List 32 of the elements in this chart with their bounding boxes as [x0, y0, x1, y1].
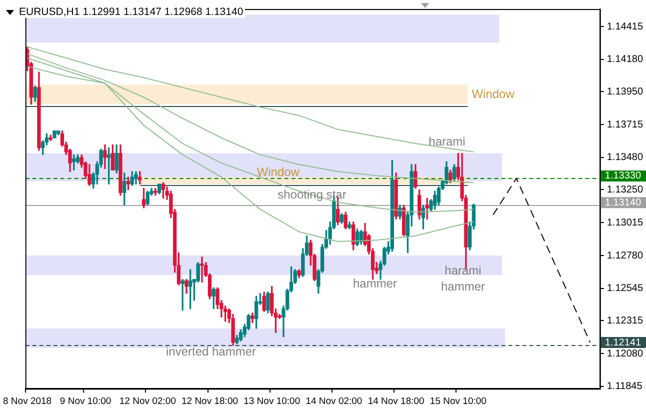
x-tick-label: 12 Nov 18:00: [181, 396, 238, 407]
candlestick: [200, 256, 204, 282]
x-tick-label: 15 Nov 10:00: [430, 396, 486, 407]
y-tick-label: 1.12315: [606, 315, 644, 326]
y-tick-label: 1.14415: [606, 21, 644, 32]
annotation: harami: [428, 134, 466, 148]
y-tick-label: 1.12545: [606, 283, 644, 294]
y-tick-label: 1.12780: [606, 250, 644, 262]
y-tick-label: 1.13715: [606, 119, 644, 130]
y-tick-label: 1.14180: [606, 54, 644, 66]
x-tick-label: 9 Nov 10:00: [60, 396, 112, 407]
y-tick-label: 1.13015: [606, 217, 644, 228]
y-tick-label: 1.12080: [606, 348, 644, 360]
x-tick-label: 13 Nov 10:00: [244, 396, 300, 407]
annotation: hammer: [352, 276, 398, 290]
ref-line-label: 1.12141: [604, 337, 642, 348]
x-tick-label: 14 Nov 02:00: [306, 396, 362, 407]
candlestick: [180, 279, 184, 310]
chart-title: EURUSD,H1 1.12991 1.13147 1.12968 1.13140: [17, 6, 246, 18]
ref-line-label: 1.13330: [604, 170, 642, 182]
band-label: Window: [256, 164, 300, 179]
annotation: harami hammer: [440, 263, 486, 294]
y-tick-label: 1.13950: [606, 86, 644, 98]
ref-line-label: 1.13140: [604, 197, 642, 208]
y-tick-label: 1.13250: [606, 184, 644, 196]
annotation: inverted hammer: [166, 344, 256, 358]
x-tick-label: 14 Nov 18:00: [368, 396, 424, 407]
x-tick-label: 12 Nov 02:00: [119, 396, 176, 407]
band-label: Window: [472, 86, 515, 101]
y-tick-label: 1.13480: [606, 152, 644, 164]
y-tick-label: 1.11845: [606, 381, 643, 392]
x-tick-label: 8 Nov 2018: [3, 396, 52, 407]
